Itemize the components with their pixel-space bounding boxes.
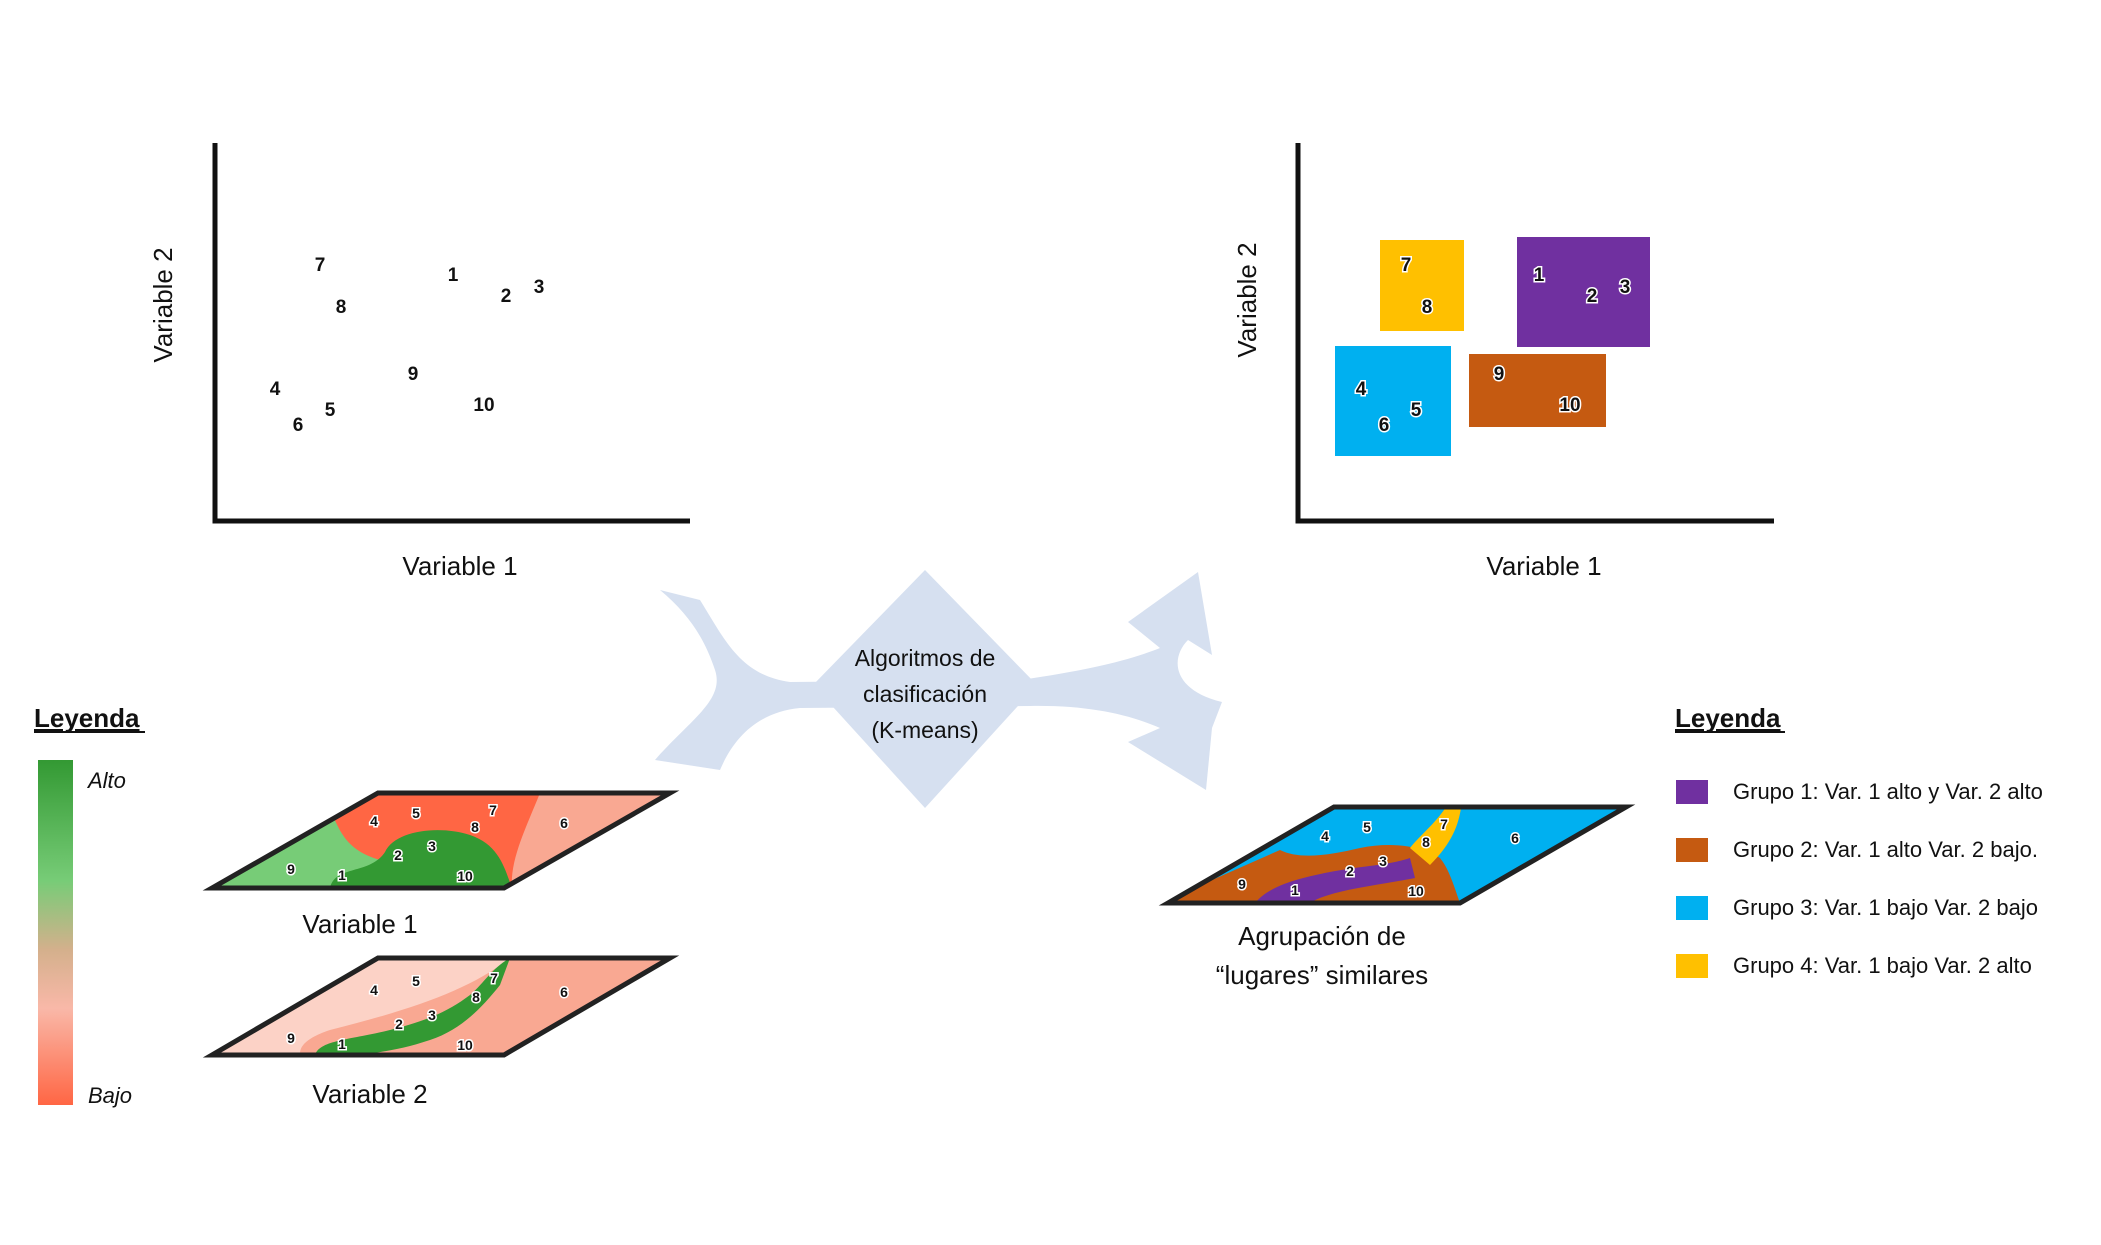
legend-right: Leyenda Grupo 1: Var. 1 alto y Var. 2 al… [1675,703,2043,978]
map1-label-4: 4 [370,813,378,829]
point-2: 2 [501,286,512,307]
grouping-caption-2: “lugares” similares [1216,960,1428,990]
map2-label-10: 10 [457,1037,473,1053]
map1-label-9: 9 [287,861,295,877]
point-5: 5 [325,400,336,421]
map2-label-4: 4 [370,982,378,998]
cluster-point-6: 6 [1379,415,1390,436]
legend-gradient-bar [38,760,73,1105]
cluster-point-8: 8 [1422,297,1433,318]
flow-diamond [813,570,1037,808]
grouping-group-1 [1255,858,1415,903]
cluster-point-1: 1 [1534,265,1545,286]
grouping-label-9: 9 [1238,876,1246,892]
map2-label-1: 1 [338,1036,346,1052]
cluster-point-10: 10 [1559,395,1580,416]
cluster-group-3 [1335,346,1451,456]
cluster-group-2 [1469,354,1606,427]
legend-swatch-group-1 [1676,780,1708,804]
scatter-left-xlabel: Variable 1 [402,551,517,581]
legend-item-group-2: Grupo 2: Var. 1 alto Var. 2 bajo. [1733,837,2038,862]
grouping-label-8: 8 [1422,834,1430,850]
map1-label-5: 5 [412,805,420,821]
center-line-2: clasificación [863,681,987,707]
grouping-label-2: 2 [1346,863,1354,879]
point-9: 9 [408,364,419,385]
grouping-label-5: 5 [1363,819,1371,835]
map1-label-7: 7 [489,802,497,818]
map2-label-9: 9 [287,1030,295,1046]
map1-label-2: 2 [394,847,402,863]
cluster-point-9: 9 [1494,364,1505,385]
map2-label-7: 7 [490,970,498,986]
scatter-right: Variable 1 Variable 2 7 8 1 2 3 4 6 5 9 … [1232,143,1774,581]
legend-swatch-group-4 [1676,954,1708,978]
legend-item-group-3: Grupo 3: Var. 1 bajo Var. 2 bajo [1733,895,2038,920]
cluster-point-4: 4 [1356,379,1367,400]
map2-light-pink [212,958,510,1055]
flow-arrow: Algoritmos de clasificación (K-means) [655,570,1222,808]
cluster-group-4 [1380,240,1464,331]
grouping-label-1: 1 [1291,882,1299,898]
grouping-label-10: 10 [1408,883,1424,899]
map-variable-1: 4 5 7 8 6 2 3 9 1 10 Variable 1 [202,790,680,939]
center-line-1: Algoritmos de [855,645,996,671]
center-line-3: (K-means) [871,717,978,743]
map1-border [202,790,680,891]
cluster-point-5: 5 [1411,400,1422,421]
legend-left: Leyenda Alto Bajo [34,703,145,1108]
point-7: 7 [315,255,326,276]
grouping-group-4 [1410,807,1462,865]
map2-caption: Variable 2 [312,1079,427,1109]
legend-low-label: Bajo [88,1083,132,1108]
legend-item-group-4: Grupo 4: Var. 1 bajo Var. 2 alto [1733,953,2032,978]
point-3: 3 [534,277,545,298]
map-grouping: 4 5 7 8 6 2 3 9 1 10 Agrupación de “luga… [1158,804,1636,990]
scatter-left: Variable 1 Variable 2 7 8 1 2 3 4 6 5 9 … [148,143,690,581]
legend-swatch-group-2 [1676,838,1708,862]
legend-left-title: Leyenda [34,703,140,733]
scatter-left-ylabel: Variable 2 [148,247,178,362]
map1-label-10: 10 [457,868,473,884]
scatter-right-xlabel: Variable 1 [1486,551,1601,581]
map2-high-green [315,958,510,1055]
map1-label-3: 3 [428,838,436,854]
map2-label-3: 3 [428,1007,436,1023]
point-10: 10 [473,395,494,416]
map2-border [202,955,680,1058]
legend-right-title: Leyenda [1675,703,1781,733]
map1-label-6: 6 [560,815,568,831]
point-6: 6 [293,415,304,436]
grouping-border [1158,804,1636,906]
map2-label-5: 5 [412,973,420,989]
map-variable-2: 4 5 7 8 6 2 3 9 1 10 Variable 2 [202,955,680,1109]
cluster-point-7: 7 [1401,255,1412,276]
map1-label-1: 1 [338,867,346,883]
grouping-label-6: 6 [1511,830,1519,846]
map2-label-6: 6 [560,984,568,1000]
scatter-right-ylabel: Variable 2 [1232,242,1262,357]
grouping-label-3: 3 [1379,853,1387,869]
grouping-caption-1: Agrupación de [1238,921,1406,951]
scatter-right-axes [1295,143,1774,524]
map1-label-8: 8 [471,819,479,835]
grouping-group-2 [1168,845,1460,903]
grouping-label-4: 4 [1321,828,1329,844]
map1-high-green [330,830,512,888]
point-4: 4 [270,379,281,400]
grouping-label-7: 7 [1440,816,1448,832]
cluster-point-2: 2 [1587,286,1598,307]
legend-swatch-group-3 [1676,896,1708,920]
point-8: 8 [336,297,347,318]
legend-high-label: Alto [86,768,126,793]
cluster-point-3: 3 [1620,277,1631,298]
point-1: 1 [448,265,459,286]
legend-item-group-1: Grupo 1: Var. 1 alto y Var. 2 alto [1733,779,2043,804]
cluster-group-1 [1517,237,1650,347]
map2-label-8: 8 [472,989,480,1005]
map2-label-2: 2 [395,1016,403,1032]
scatter-left-axes [212,143,690,524]
map1-caption: Variable 1 [302,909,417,939]
